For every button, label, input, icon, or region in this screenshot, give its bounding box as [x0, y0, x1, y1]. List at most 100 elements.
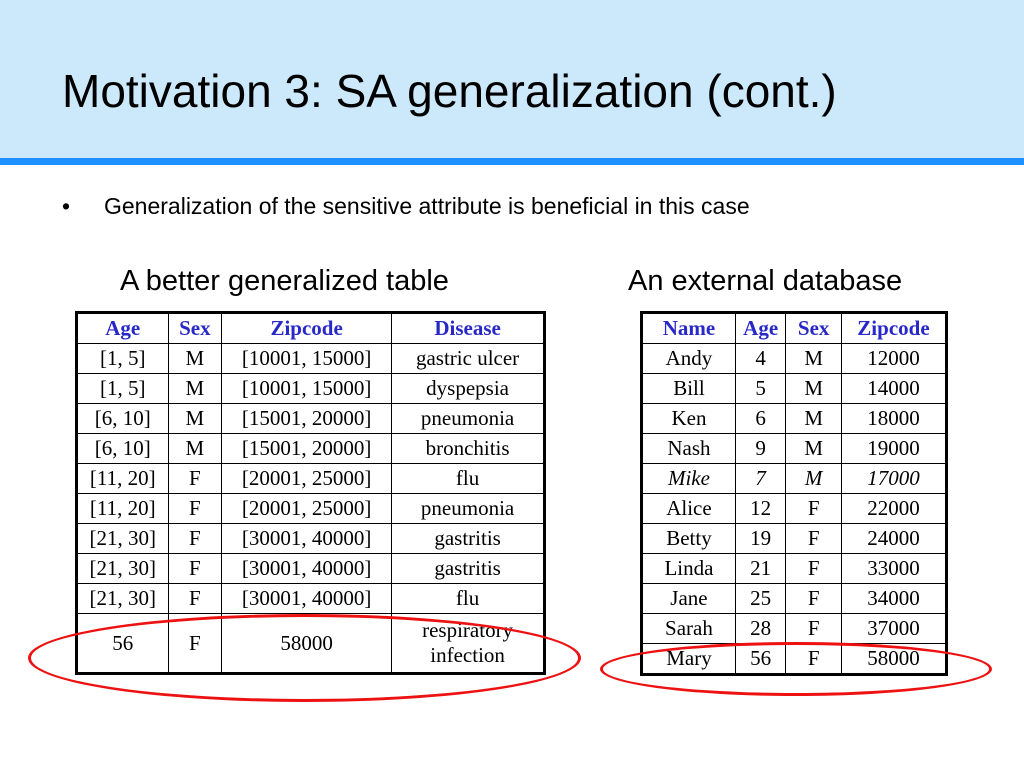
table-row: Mary 56 F 58000: [641, 643, 948, 675]
table-cell: flu: [391, 463, 545, 494]
external-database-caption: An external database: [628, 265, 903, 297]
table-cell: [15001, 20000]: [221, 433, 393, 464]
table-cell: F: [167, 463, 223, 494]
table-row: [1, 5] M [10001, 15000] gastric ulcer: [76, 343, 545, 374]
table-cell: gastric ulcer: [391, 343, 545, 374]
column-header: Disease: [391, 312, 545, 344]
table-cell: [21, 30]: [76, 583, 169, 614]
table-cell: F: [785, 613, 842, 644]
table-row: 56 F 58000 respiratory infection: [76, 613, 545, 674]
table-cell: Alice: [641, 493, 736, 524]
column-header: Age: [76, 312, 169, 344]
table-cell: 5: [734, 373, 787, 404]
table-cell: Mary: [641, 643, 736, 675]
table-row: Nash 9 M 19000: [641, 433, 948, 464]
generalized-table-caption: A better generalized table: [120, 265, 449, 297]
table-row: Bill 5 M 14000: [641, 373, 948, 404]
table-row: Jane 25 F 34000: [641, 583, 948, 614]
table-cell: F: [785, 583, 842, 614]
table-cell: [15001, 20000]: [221, 403, 393, 434]
table-cell: 9: [734, 433, 787, 464]
table-cell: Nash: [641, 433, 736, 464]
table-cell: 19000: [840, 433, 948, 464]
table-cell: Jane: [641, 583, 736, 614]
table-cell: F: [167, 553, 223, 584]
table-cell: 24000: [840, 523, 948, 554]
column-header: Age: [734, 312, 787, 344]
table-cell: 6: [734, 403, 787, 434]
slide-title: Motivation 3: SA generalization (cont.): [62, 65, 837, 117]
table-cell: Sarah: [641, 613, 736, 644]
table-cell: 56: [734, 643, 787, 675]
table-cell: Mike: [641, 463, 736, 494]
table-cell: [6, 10]: [76, 433, 169, 464]
table-cell: 58000: [840, 643, 948, 675]
table-cell: [20001, 25000]: [221, 493, 393, 524]
table-row: Linda 21 F 33000: [641, 553, 948, 584]
table-cell: [21, 30]: [76, 553, 169, 584]
table-cell: [30001, 40000]: [221, 583, 393, 614]
column-header: Zipcode: [221, 312, 393, 344]
table-row: [21, 30] F [30001, 40000] gastritis: [76, 523, 545, 554]
table-cell: Andy: [641, 343, 736, 374]
table-row: [1, 5] M [10001, 15000] dyspepsia: [76, 373, 545, 404]
bullet-text: Generalization of the sensitive attribut…: [104, 193, 750, 219]
table-cell: 17000: [840, 463, 948, 494]
generalized-table: Age Sex Zipcode Disease [1, 5] M [10001, 1500…: [75, 311, 546, 675]
table-row: Betty 19 F 24000: [641, 523, 948, 554]
table-cell: 4: [734, 343, 787, 374]
table-cell: 34000: [840, 583, 948, 614]
table-cell: M: [167, 343, 223, 374]
table-row: Mike 7 M 17000: [641, 463, 948, 494]
table-row: [11, 20] F [20001, 25000] flu: [76, 463, 545, 494]
table-cell: pneumonia: [391, 403, 545, 434]
column-header: Zipcode: [840, 312, 948, 344]
table-cell: Ken: [641, 403, 736, 434]
table-cell: F: [167, 613, 223, 674]
table-cell: [30001, 40000]: [221, 523, 393, 554]
table-cell: [11, 20]: [76, 493, 169, 524]
external-database-table: Name Age Sex Zipcode Andy 4 M 12000 Bill 5 M 14000…: [640, 311, 948, 676]
table-header-row: Age Sex Zipcode Disease: [76, 312, 545, 344]
table-row: [21, 30] F [30001, 40000] gastritis: [76, 553, 545, 584]
table-cell: 33000: [840, 553, 948, 584]
table-row: Ken 6 M 18000: [641, 403, 948, 434]
table-cell: [1, 5]: [76, 343, 169, 374]
table-cell: 14000: [840, 373, 948, 404]
table-cell: Betty: [641, 523, 736, 554]
bullet-marker: •: [62, 193, 71, 219]
table-cell: gastritis: [391, 523, 545, 554]
table-cell: M: [785, 433, 842, 464]
table-cell: pneumonia: [391, 493, 545, 524]
table-cell: 12000: [840, 343, 948, 374]
table-cell: M: [167, 433, 223, 464]
table-cell: 37000: [840, 613, 948, 644]
table-cell: [10001, 15000]: [221, 343, 393, 374]
table-cell: bronchitis: [391, 433, 545, 464]
table-cell: M: [785, 343, 842, 374]
table-cell: 56: [76, 613, 169, 674]
table-cell: 25: [734, 583, 787, 614]
table-cell: [30001, 40000]: [221, 553, 393, 584]
table-cell: M: [785, 463, 842, 494]
table-cell: Linda: [641, 553, 736, 584]
table-row: [6, 10] M [15001, 20000] bronchitis: [76, 433, 545, 464]
table-cell: F: [167, 493, 223, 524]
column-header: Sex: [785, 312, 842, 344]
table-cell: Bill: [641, 373, 736, 404]
table-cell: F: [167, 523, 223, 554]
table-cell: 7: [734, 463, 787, 494]
table-cell: 18000: [840, 403, 948, 434]
table-cell: F: [785, 523, 842, 554]
table-row: [6, 10] M [15001, 20000] pneumonia: [76, 403, 545, 434]
table-cell: [6, 10]: [76, 403, 169, 434]
column-header: Name: [641, 312, 736, 344]
table-cell: F: [785, 643, 842, 675]
table-cell: M: [167, 403, 223, 434]
table-cell: 28: [734, 613, 787, 644]
table-row: Andy 4 M 12000: [641, 343, 948, 374]
table-header-row: Name Age Sex Zipcode: [641, 312, 948, 344]
table-cell: gastritis: [391, 553, 545, 584]
table-cell: [20001, 25000]: [221, 463, 393, 494]
table-cell: M: [785, 373, 842, 404]
